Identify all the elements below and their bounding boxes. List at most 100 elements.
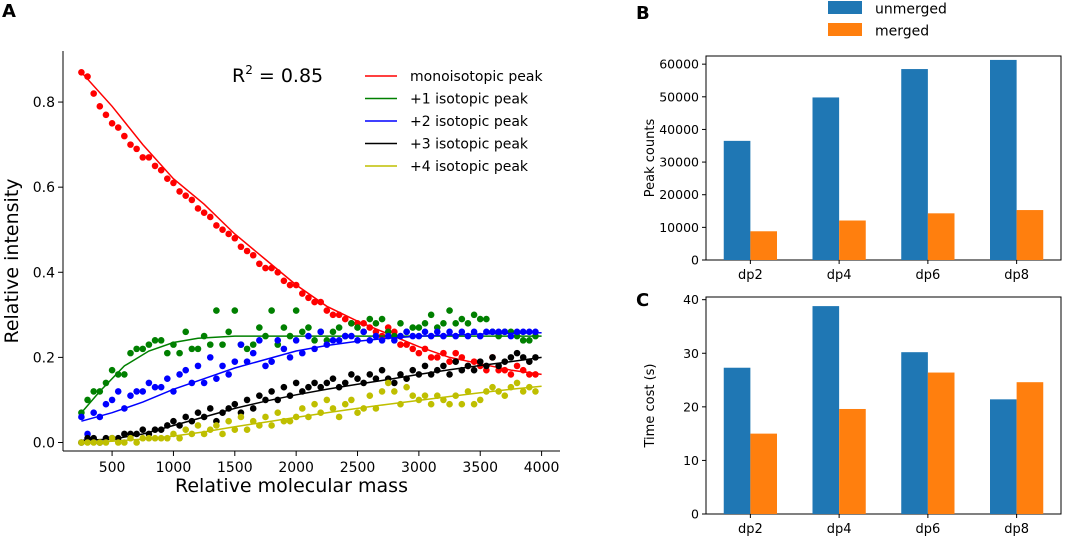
- chart-c-y-tick-label: 10: [683, 453, 699, 468]
- chart-a-point: [292, 379, 300, 387]
- chart-a-point: [213, 222, 220, 229]
- chart-b-x-tick-label: dp2: [738, 268, 763, 283]
- chart-a-point: [440, 362, 447, 370]
- panel-label-a: A: [2, 1, 16, 22]
- chart-a-point: [249, 251, 257, 259]
- chart-a-point: [526, 328, 533, 336]
- chart-a-point: [440, 320, 447, 327]
- chart-a-point: [446, 358, 453, 365]
- chart-a-point: [225, 328, 232, 336]
- chart-a-point: [237, 243, 245, 251]
- chart-a-fit-line: [81, 331, 542, 422]
- chart-a-point: [231, 426, 239, 434]
- chart-b-bar-unmerged: [901, 69, 928, 260]
- chart-a-point: [108, 120, 116, 127]
- chart-a-x-tick-label: 1000: [156, 460, 192, 476]
- chart-b-y-tick-label: 60000: [659, 57, 699, 72]
- chart-a-point: [164, 375, 171, 382]
- chart-c-y-tick-label: 20: [683, 399, 699, 414]
- chart-b-bar-merged: [927, 213, 955, 260]
- chart-a-point: [311, 298, 318, 306]
- chart-b-legend-swatch: [828, 1, 862, 14]
- chart-a-point: [317, 328, 325, 336]
- chart-a-point: [452, 320, 459, 327]
- chart-b-bar-merged: [1016, 210, 1044, 260]
- chart-a-point: [452, 349, 459, 357]
- chart-a-point: [121, 430, 128, 438]
- chart-a-point: [127, 349, 134, 357]
- chart-a-point: [157, 166, 165, 174]
- chart-a-point: [157, 337, 165, 344]
- chart-a-point: [108, 366, 116, 374]
- chart-a-point: [194, 205, 202, 212]
- chart-a-point: [231, 234, 239, 242]
- chart-a-point: [513, 328, 521, 336]
- chart-a-point: [298, 405, 306, 412]
- chart-a-point: [532, 328, 539, 336]
- chart-a-point: [225, 417, 232, 425]
- chart-a-point: [519, 388, 527, 395]
- chart-a-point: [213, 307, 220, 314]
- chart-a-point: [268, 307, 275, 314]
- chart-a-point: [170, 179, 177, 187]
- chart-a-point: [421, 320, 429, 327]
- chart-a-point: [219, 226, 226, 234]
- chart-a-legend-label: monoisotopic peak: [410, 69, 543, 85]
- chart-b-frame: [705, 55, 1062, 261]
- chart-a-point: [219, 362, 226, 370]
- chart-a-point: [188, 196, 196, 204]
- chart-c-y-axis-label: Time cost (s): [643, 364, 658, 449]
- chart-a-point: [403, 383, 410, 391]
- chart-c-x-tick-label: dp4: [827, 522, 852, 537]
- chart-a-point: [366, 392, 374, 399]
- chart-c-bar-unmerged: [723, 367, 751, 514]
- chart-a-point: [391, 379, 398, 387]
- chart-a-point: [348, 320, 355, 327]
- chart-a-point: [164, 175, 171, 182]
- chart-a-point: [274, 409, 282, 417]
- chart-a-point: [298, 328, 306, 336]
- chart-a-y-tick-label: 0.0: [33, 435, 55, 451]
- chart-b-x-tick-label: dp4: [827, 268, 852, 283]
- chart-a-point: [151, 162, 159, 170]
- chart-a-point: [378, 366, 386, 374]
- chart-a-point: [243, 345, 251, 353]
- chart-b-y-tick-label: 30000: [659, 155, 699, 170]
- chart-a-point: [114, 388, 122, 395]
- chart-a-point: [292, 307, 300, 314]
- chart-a-point: [231, 358, 239, 365]
- chart-a-point: [182, 192, 190, 199]
- chart-a-point: [341, 315, 349, 323]
- chart-a-point: [133, 345, 140, 353]
- chart-a-point: [286, 354, 294, 361]
- chart-a-point: [145, 154, 153, 161]
- chart-a-point: [372, 320, 380, 327]
- chart-a-point: [341, 332, 349, 340]
- chart-a-point: [440, 332, 447, 340]
- chart-a-point: [243, 247, 251, 255]
- chart-a-fit-line: [81, 356, 542, 442]
- chart-a-x-tick-label: 3000: [401, 460, 437, 476]
- chart-a-point: [501, 392, 509, 399]
- chart-a-point: [90, 90, 97, 97]
- chart-b-legend-swatch: [828, 23, 862, 36]
- chart-c: 0 10 20 30 40 dp2 dp4 dp6 dp8 Time cost (s): [643, 292, 1062, 537]
- chart-a-fit-line: [80, 71, 542, 376]
- chart-a-point: [341, 400, 349, 408]
- chart-a-point: [409, 366, 417, 374]
- chart-a-series-1: [78, 68, 542, 378]
- chart-a-point: [470, 366, 478, 374]
- chart-a-point: [268, 422, 275, 429]
- chart-a-y-axis-label: Relative intensity: [1, 178, 23, 343]
- chart-a-point: [90, 409, 97, 417]
- chart-a-point: [206, 341, 214, 348]
- chart-a: 500 1000 1500 2000 2500 3000 3500 4000 0.0 0.2 0.4…: [1, 51, 560, 497]
- chart-a-x-tick-label: 1500: [217, 460, 253, 476]
- chart-a-point: [384, 379, 392, 387]
- chart-a-point: [114, 371, 122, 378]
- chart-a-point: [182, 426, 190, 434]
- chart-a-point: [96, 439, 104, 446]
- chart-b-y-tick-label: 0: [691, 253, 699, 268]
- chart-a-point: [249, 349, 257, 357]
